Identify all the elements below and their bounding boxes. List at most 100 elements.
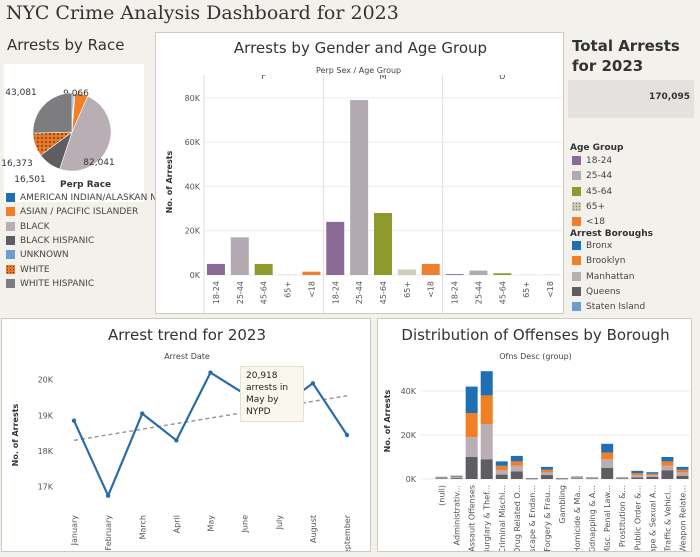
legend-swatch (572, 286, 581, 296)
x-tick-label: 65+ (403, 281, 412, 298)
pie-data-label: 82,041 (83, 158, 115, 168)
stacked-bar-segment (661, 457, 674, 462)
legend-swatch (572, 217, 581, 227)
trend-panel: Arrest trend for 2023 Arrest Date 17K 18K… (1, 318, 371, 552)
borough-legend-item[interactable]: Bronx (572, 241, 612, 251)
gender-panel: Arrests by Gender and Age Group Perp Sex… (155, 32, 564, 314)
stacked-bar-segment (495, 465, 508, 471)
race-legend-label: BLACK HISPANIC (20, 235, 95, 246)
x-tick-label: 18-24 (451, 281, 460, 304)
y-tick-label: 80K (185, 94, 201, 103)
race-panel-title: Arrests by Race (7, 36, 125, 54)
age-legend-item[interactable]: 65+ (572, 201, 605, 212)
stacked-bar-segment (646, 473, 659, 476)
stacked-bar-segment (601, 452, 614, 460)
data-point (344, 432, 350, 438)
stacked-bar-segment (435, 478, 448, 479)
stacked-bar-segment (571, 476, 584, 478)
stacked-bar-segment (495, 474, 508, 479)
borough-legend-item[interactable]: Brooklyn (572, 256, 625, 266)
race-legend-item[interactable]: ASIAN / PACIFIC ISLANDER (6, 207, 138, 217)
y-tick-label: 40K (401, 387, 417, 396)
x-tick-label: (null) (438, 485, 447, 506)
race-legend-item[interactable]: WHITE (6, 264, 50, 275)
data-point (71, 418, 77, 423)
stacked-bar-segment (435, 477, 448, 479)
race-legend-item[interactable]: WHITE HISPANIC (6, 278, 94, 289)
x-tick-label: 25-44 (474, 281, 483, 304)
race-legend-item[interactable]: UNKNOWN (6, 250, 69, 260)
stacked-bar-segment (631, 473, 644, 476)
age-legend-label: <18 (586, 217, 605, 228)
data-point (174, 438, 179, 443)
borough-legend-label: Queens (586, 286, 621, 297)
stacked-bar-segment (571, 478, 584, 479)
gender-age-bar-chart: F M U 0K 20K 40K 60K 80K No. of Arrests 18-24 25-4… (165, 75, 562, 313)
bar (374, 213, 392, 275)
stacked-bar-segment (616, 478, 629, 479)
age-legend-item[interactable]: 18-24 (572, 156, 612, 166)
borough-legend-item[interactable]: Staten Island (572, 302, 645, 312)
race-panel: Arrests by Race 9,066 82,041 16,501 16,373 4… (0, 32, 166, 314)
annotation-line-4: NYPD (246, 407, 271, 417)
stacked-bar-segment (601, 459, 614, 468)
stacked-bar-segment (661, 465, 674, 471)
age-legend-item[interactable]: 45-64 (572, 186, 612, 197)
stacked-bar-segment (435, 477, 448, 478)
legend-swatch (6, 221, 15, 231)
x-tick-label: January (70, 515, 79, 547)
trend-annotation: 20,918 arrests in May by NYPD (240, 366, 304, 422)
x-tick-label: June (241, 515, 250, 534)
stacked-bar-segment (435, 476, 448, 478)
stacked-bar-segment (450, 475, 463, 477)
x-tick-label: 65+ (284, 281, 293, 298)
race-legend-item[interactable]: BLACK (6, 221, 50, 232)
age-legend-item[interactable]: 25-44 (572, 171, 612, 181)
race-legend-item[interactable]: AMERICAN INDIAN/ALASKAN N... (6, 193, 166, 203)
bar (397, 269, 416, 275)
stacked-bar-segment (540, 472, 553, 476)
stacked-bar-segment (556, 478, 568, 479)
borough-legend-label: Bronx (586, 241, 613, 251)
x-tick-label: 25-44 (236, 281, 245, 304)
borough-legend-item[interactable]: Manhattan (572, 271, 635, 282)
offense-panel-header: Ofns Desc (group) (499, 352, 572, 361)
race-legend-label: ASIAN / PACIFIC ISLANDER (20, 207, 139, 218)
x-tick-label: <18 (307, 281, 316, 298)
borough-legend-item[interactable]: Queens (572, 286, 621, 297)
stacked-bar-segment (646, 476, 659, 479)
total-panel: Total Arrests for 2023 170,095 (568, 36, 698, 118)
sex-group-label: U (499, 75, 506, 82)
x-tick-label: July (275, 515, 284, 531)
stacked-bar-segment (631, 470, 644, 474)
stacked-bar-segment (586, 477, 599, 478)
legend-swatch (6, 278, 15, 288)
x-tick-label: 18-24 (331, 281, 340, 304)
stacked-bar-segment (571, 477, 584, 479)
stacked-bar-segment (510, 455, 523, 462)
x-tick-label: Burglary & Thef... (483, 485, 492, 551)
offense-stacked-bar-chart: 0K 20K 40K No. of Arrests (null) Administrati… (383, 371, 690, 551)
x-tick-label: Assault Offenses (468, 485, 477, 551)
x-tick-label: April (172, 515, 181, 533)
stacked-bar-segment (480, 424, 493, 460)
sex-group-label: M (379, 75, 387, 82)
stacked-bar-segment (601, 468, 614, 479)
race-legend-label: UNKNOWN (20, 250, 69, 261)
x-tick-label: Forgery & Frau... (543, 485, 552, 551)
borough-legend-label: Manhattan (586, 271, 635, 282)
trend-panel-header: Arrest Date (164, 352, 210, 361)
race-legend-item[interactable]: BLACK HISPANIC (6, 235, 95, 246)
pie-slice (59, 95, 112, 172)
bar (326, 221, 345, 275)
bar (254, 263, 273, 275)
data-point (105, 493, 111, 498)
stacked-bar-segment (601, 443, 614, 453)
age-legend-item[interactable]: <18 (572, 217, 605, 227)
sex-group-label: F (261, 75, 266, 82)
stacked-bar-segment (540, 466, 553, 470)
x-tick-label: <18 (427, 281, 436, 298)
x-tick-label: <18 (546, 281, 555, 298)
stacked-bar-segment (495, 470, 508, 475)
y-tick-label: 20K (38, 376, 54, 385)
